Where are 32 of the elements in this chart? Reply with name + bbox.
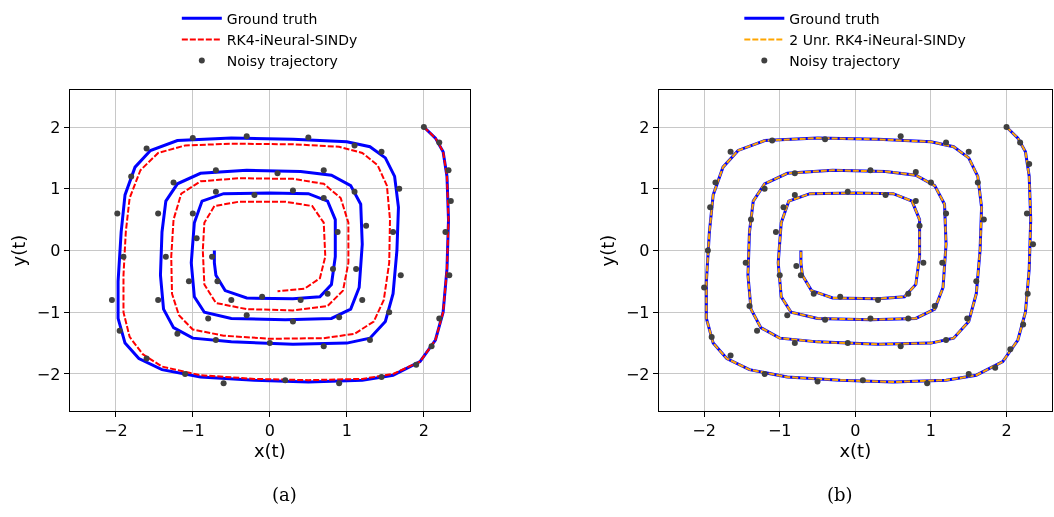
text: (a) bbox=[272, 484, 297, 505]
y-tick-label: −1 bbox=[36, 302, 61, 322]
x-tick-label: 2 bbox=[418, 421, 429, 441]
legend-label: Ground truth bbox=[789, 10, 880, 27]
legend-label: Ground truth bbox=[226, 10, 318, 27]
x-tick-label: −2 bbox=[103, 421, 128, 441]
y-tick-label: 0 bbox=[50, 241, 61, 261]
legend-label: RK4-iNeural-SINDy bbox=[226, 31, 358, 48]
x-tick-label: 2 bbox=[1001, 421, 1012, 441]
y-tick-label: −2 bbox=[625, 364, 650, 384]
y-tick-label: 2 bbox=[639, 117, 650, 137]
x-axis-title: x(t) bbox=[253, 440, 286, 462]
x-tick-label: 0 bbox=[850, 421, 861, 441]
text: (b) bbox=[827, 484, 853, 505]
legend-label: 2 Unr. RK4-iNeural-SINDy bbox=[789, 31, 966, 48]
y-tick-label: 0 bbox=[639, 241, 650, 261]
y-tick-label: 1 bbox=[50, 179, 61, 199]
y-tick-label: −2 bbox=[36, 364, 61, 384]
y-tick-label: 2 bbox=[50, 117, 61, 137]
y-tick-label: −1 bbox=[625, 302, 650, 322]
x-tick-label: 1 bbox=[925, 421, 937, 441]
y-axis-title: y(t) bbox=[597, 234, 619, 267]
x-tick-label: 1 bbox=[341, 421, 352, 441]
x-axis-title: x(t) bbox=[839, 440, 872, 462]
y-tick-label: 1 bbox=[639, 179, 650, 199]
x-tick-label: 0 bbox=[264, 421, 275, 441]
legend-label: Noisy trajectory bbox=[226, 53, 338, 70]
x-tick-label: −2 bbox=[692, 421, 716, 441]
legend-label: Noisy trajectory bbox=[789, 53, 901, 70]
y-axis-title: y(t) bbox=[7, 234, 29, 267]
x-tick-label: −1 bbox=[767, 421, 792, 441]
x-tick-label: −1 bbox=[181, 421, 205, 441]
